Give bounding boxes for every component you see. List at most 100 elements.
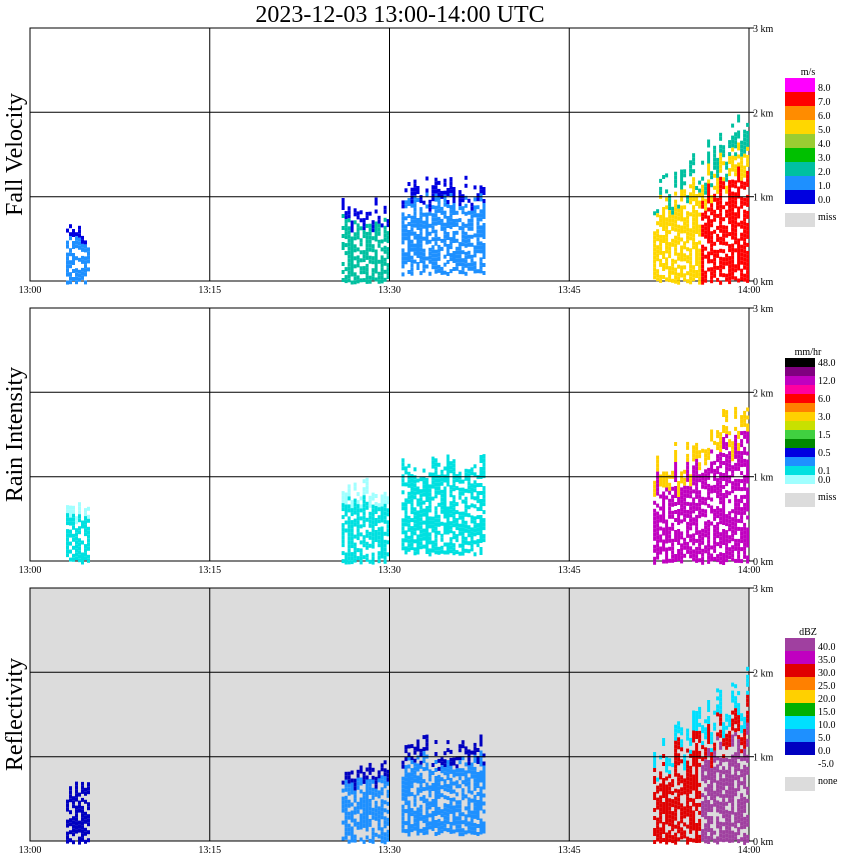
- echo-cell: [695, 226, 699, 230]
- echo-cell: [659, 771, 663, 776]
- echo-cell: [386, 496, 390, 501]
- echo-cell: [665, 840, 669, 845]
- echo-cell: [356, 516, 360, 521]
- echo-cell: [695, 751, 699, 755]
- echo-cell: [452, 487, 456, 492]
- echo-cell: [719, 689, 723, 694]
- echo-cell: [365, 541, 369, 546]
- echo-cell: [446, 458, 450, 463]
- echo-cell: [431, 253, 435, 258]
- echo-cell: [692, 177, 696, 182]
- echo-cell: [671, 214, 675, 219]
- echo-cell: [87, 267, 90, 272]
- echo-cell: [443, 214, 447, 219]
- echo-cell: [476, 217, 480, 222]
- echo-cell: [719, 825, 723, 830]
- echo-cell: [689, 773, 693, 778]
- echo-cell: [362, 491, 366, 496]
- echo-cell: [368, 838, 372, 843]
- echo-cell: [746, 702, 750, 707]
- echo-cell: [66, 521, 69, 526]
- echo-cell: [347, 815, 351, 820]
- echo-cell: [374, 518, 378, 522]
- echo-cell: [671, 546, 675, 551]
- echo-cell: [701, 252, 705, 257]
- echo-cell: [686, 768, 690, 773]
- echo-cell: [725, 737, 729, 742]
- echo-cell: [674, 840, 678, 845]
- echo-cell: [707, 551, 711, 556]
- echo-cell: [695, 795, 699, 799]
- echo-cell: [434, 740, 438, 744]
- echo-cell: [401, 264, 405, 269]
- echo-cell: [66, 831, 69, 836]
- echo-cell: [365, 791, 369, 796]
- echo-cell: [374, 530, 378, 534]
- echo-cell: [464, 524, 468, 529]
- echo-cell: [443, 510, 447, 515]
- echo-cell: [740, 773, 744, 778]
- echo-cell: [677, 721, 681, 726]
- echo-cell: [78, 836, 81, 841]
- echo-cell: [722, 838, 726, 843]
- echo-cell: [674, 510, 678, 514]
- echo-cell: [353, 208, 357, 213]
- echo-cell: [680, 811, 684, 816]
- echo-cell: [458, 242, 462, 247]
- echo-cell: [377, 507, 381, 512]
- echo-cell: [656, 257, 660, 262]
- echo-cell: [740, 547, 744, 552]
- echo-cell: [692, 473, 696, 478]
- echo-cell: [677, 761, 681, 766]
- echo-cell: [692, 277, 696, 282]
- echo-cell: [75, 813, 78, 818]
- echo-cell: [674, 732, 678, 737]
- echo-cell: [728, 834, 732, 839]
- echo-cell: [656, 555, 660, 560]
- echo-cell: [698, 462, 702, 467]
- echo-cell: [728, 551, 732, 556]
- echo-cell: [740, 471, 744, 476]
- echo-cell: [341, 246, 345, 250]
- echo-cell: [434, 792, 438, 796]
- y-tick-label: 2 km: [753, 388, 774, 399]
- echo-cell: [653, 544, 657, 549]
- echo-cell: [740, 148, 744, 153]
- echo-cell: [701, 224, 705, 229]
- echo-cell: [365, 767, 369, 772]
- echo-cell: [380, 247, 384, 252]
- echo-cell: [671, 554, 675, 559]
- echo-cell: [455, 764, 459, 769]
- echo-cell: [425, 546, 429, 550]
- echo-cell: [353, 558, 357, 563]
- echo-cell: [716, 454, 720, 459]
- echo-cell: [716, 165, 720, 170]
- echo-cell: [671, 799, 675, 804]
- echo-cell: [737, 831, 741, 836]
- echo-cell: [719, 532, 723, 537]
- echo-cell: [746, 258, 750, 263]
- echo-cell: [84, 839, 87, 844]
- echo-cell: [356, 279, 360, 284]
- echo-cell: [743, 546, 747, 551]
- echo-cell: [362, 499, 366, 504]
- echo-cell: [455, 254, 459, 259]
- echo-cell: [431, 524, 435, 529]
- echo-cell: [464, 488, 468, 493]
- echo-cell: [734, 478, 738, 483]
- echo-cell: [449, 821, 453, 826]
- echo-cell: [419, 247, 423, 252]
- echo-cell: [656, 519, 660, 524]
- echo-cell: [410, 510, 414, 515]
- echo-cell: [380, 550, 384, 555]
- echo-cell: [689, 789, 693, 794]
- echo-cell: [659, 835, 663, 840]
- echo-cell: [737, 739, 741, 744]
- echo-cell: [434, 812, 438, 816]
- echo-cell: [668, 822, 672, 827]
- echo-cell: [743, 780, 747, 785]
- echo-cell: [431, 205, 435, 210]
- echo-cell: [75, 516, 78, 521]
- echo-cell: [422, 488, 426, 493]
- echo-cell: [446, 776, 450, 781]
